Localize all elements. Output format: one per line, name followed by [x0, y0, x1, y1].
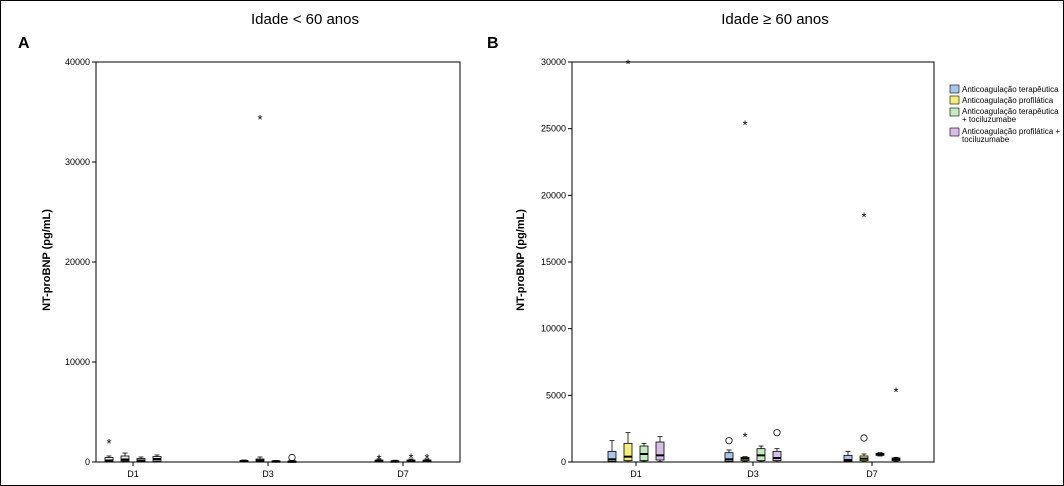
legend-label-4a: Anticoagulação profilática +	[962, 127, 1060, 136]
x-tick-label: D7	[866, 469, 878, 479]
legend-label-2: Anticoagulação profilática	[962, 96, 1054, 105]
extreme-point: *	[257, 112, 262, 127]
box-3-d3	[271, 460, 281, 463]
panel-a-plot-area	[95, 61, 461, 463]
legend-swatch-3	[949, 107, 960, 117]
y-tick-label: 10000	[541, 324, 566, 334]
extreme-point: *	[742, 430, 747, 445]
legend-swatch-1	[949, 84, 960, 94]
panel-b-marks: *****	[607, 56, 901, 463]
legend-swatch-4	[949, 127, 960, 137]
legend-label-1: Anticoagulação terapêutica	[962, 85, 1059, 94]
panel-b-x-ticks: D1 D3 D7	[630, 462, 878, 479]
y-tick-label: 20000	[541, 190, 566, 200]
panel-a-y-axis-label: NT-proBNP (pg/mL)	[41, 209, 53, 311]
panel-b-y-axis-label: NT-proBNP (pg/mL)	[515, 209, 527, 311]
box-4-d1	[152, 454, 162, 463]
outlier-point	[288, 453, 296, 462]
extreme-point: *	[861, 210, 866, 225]
x-tick-label: D1	[127, 469, 139, 479]
box-1-d1: *	[104, 436, 114, 463]
panel-b-label: B	[487, 35, 499, 52]
x-tick-label: D1	[630, 469, 642, 479]
legend-label-4b: tociluzumabe	[962, 135, 1010, 144]
box-2-d1: *	[623, 56, 633, 463]
box-3-d7: *	[406, 451, 416, 466]
box-1-d7	[843, 450, 853, 463]
box-2-d3: *	[255, 112, 265, 463]
box-body	[655, 441, 665, 461]
y-tick-label: 0	[561, 457, 566, 467]
outlier-point	[860, 434, 868, 442]
panel-a-title: Idade < 60 anos	[251, 11, 359, 28]
y-tick-label: 5000	[546, 390, 566, 400]
legend-swatch-2	[949, 95, 960, 105]
panel-b: Idade ≥ 60 anos B NT-proBNP (pg/mL) 0 500…	[487, 11, 935, 479]
panel-a-y-ticks: 0 10000 20000 30000 40000	[65, 57, 96, 467]
extreme-point: *	[742, 118, 747, 133]
box-body	[724, 452, 734, 462]
box-1-d3	[724, 437, 734, 463]
box-body	[607, 450, 617, 462]
box-2-d7: *	[859, 210, 869, 463]
y-tick-label: 0	[85, 457, 90, 467]
box-1-d7: *	[374, 452, 384, 467]
box-3-d1	[639, 442, 649, 463]
box-4-d1	[655, 436, 665, 463]
panel-a-x-ticks: D1 D3 D7	[127, 462, 409, 479]
legend: Anticoagulação terapêutica Anticoagulaçã…	[949, 84, 1060, 144]
box-body	[772, 450, 782, 462]
x-tick-label: D3	[747, 469, 759, 479]
extreme-point: *	[893, 384, 898, 399]
extreme-point: *	[106, 436, 111, 451]
box-1-d3	[239, 459, 249, 463]
panel-a-marks: * * * * *	[104, 112, 432, 467]
box-3-d1	[136, 456, 146, 463]
y-tick-label: 20000	[65, 257, 90, 267]
box-3-d3	[756, 445, 766, 463]
box-2-d3: **	[740, 118, 750, 462]
y-tick-label: 40000	[65, 57, 90, 67]
outlier-point	[725, 437, 733, 445]
box-4-d7: *	[422, 451, 432, 466]
legend-label-3b: + tociluzumabe	[962, 115, 1017, 124]
y-tick-label: 30000	[65, 157, 90, 167]
y-tick-label: 25000	[541, 124, 566, 134]
extreme-point: *	[376, 452, 381, 467]
box-body	[843, 454, 853, 462]
box-2-d7	[390, 459, 400, 463]
panel-a-label: A	[18, 35, 30, 52]
box-3-d7	[875, 452, 885, 457]
panel-b-plot-area	[571, 61, 935, 463]
box-2-d1	[120, 452, 130, 463]
panel-b-y-ticks: 0 5000 10000 15000 20000 25000 30000	[541, 57, 572, 467]
box-4-d7: *	[891, 384, 901, 462]
box-body	[623, 442, 633, 462]
panel-a: Idade < 60 anos A NT-proBNP (pg/mL) 0 100…	[18, 11, 461, 479]
y-tick-label: 10000	[65, 357, 90, 367]
extreme-point: *	[408, 451, 413, 466]
x-tick-label: D3	[262, 469, 274, 479]
box-1-d1	[607, 440, 617, 463]
box-4-d3	[772, 429, 782, 463]
outlier-point	[773, 429, 781, 437]
extreme-point: *	[625, 56, 630, 71]
extreme-point: *	[424, 451, 429, 466]
legend-label-3a: Anticoagulação terapêutica	[962, 107, 1059, 116]
panel-b-title: Idade ≥ 60 anos	[721, 11, 828, 28]
x-tick-label: D7	[397, 469, 409, 479]
box-4-d3	[287, 453, 297, 463]
y-tick-label: 15000	[541, 257, 566, 267]
y-tick-label: 30000	[541, 57, 566, 67]
